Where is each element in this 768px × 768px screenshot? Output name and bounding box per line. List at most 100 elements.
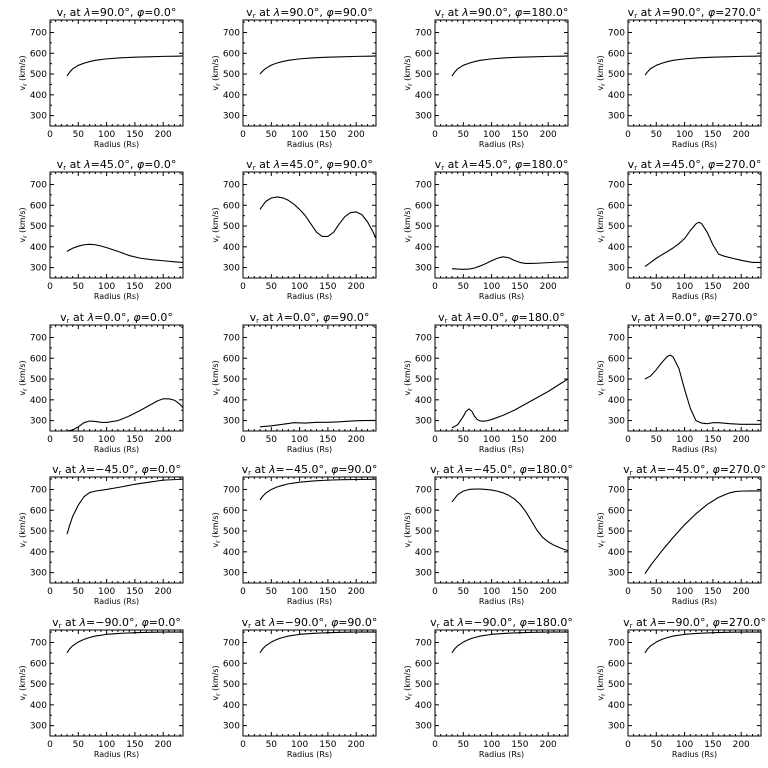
chart-title: vr at λ=0.0°, φ=90.0° bbox=[250, 311, 370, 325]
x-axis-label: Radius (Rs) bbox=[287, 292, 332, 301]
x-tick-label: 150 bbox=[319, 282, 336, 292]
chart-panel-3: vr at λ=90.0°, φ=180.0° 0 50 100 150 200 300 40… bbox=[403, 6, 569, 149]
x-tick-label: 200 bbox=[540, 435, 557, 445]
x-tick-label: 200 bbox=[155, 740, 172, 750]
y-tick-label: 400 bbox=[415, 701, 432, 711]
y-tick-label: 300 bbox=[30, 112, 47, 122]
y-tick-label: 500 bbox=[608, 375, 625, 385]
y-axis-label: vr (km/s) bbox=[211, 665, 222, 700]
y-tick-label: 600 bbox=[223, 354, 240, 364]
y-axis-label: vr (km/s) bbox=[403, 207, 414, 242]
y-tick-label: 600 bbox=[415, 506, 432, 516]
x-axis-label: Radius (Rs) bbox=[287, 140, 332, 149]
x-tick-label: 200 bbox=[733, 282, 750, 292]
chart-panel-5: vr at λ=45.0°, φ=0.0° 0 50 100 150 200 300 400 5… bbox=[18, 158, 184, 301]
x-axis-label: Radius (Rs) bbox=[672, 750, 717, 759]
y-tick-label: 500 bbox=[30, 70, 47, 80]
y-tick-label: 500 bbox=[415, 222, 432, 232]
y-axis-label: vr (km/s) bbox=[596, 207, 607, 242]
chart-panel-6: vr at λ=45.0°, φ=90.0° 0 50 100 150 200 300 400… bbox=[211, 158, 377, 301]
x-tick-label: 0 bbox=[432, 587, 438, 597]
x-tick-label: 150 bbox=[126, 740, 143, 750]
x-tick-label: 0 bbox=[625, 282, 631, 292]
y-tick-label: 500 bbox=[223, 222, 240, 232]
x-axis-label: Radius (Rs) bbox=[287, 445, 332, 454]
series-line bbox=[66, 478, 183, 535]
x-tick-label: 50 bbox=[651, 740, 663, 750]
series-line bbox=[259, 55, 376, 75]
x-tick-label: 0 bbox=[432, 435, 438, 445]
chart-title: vr at λ=−45.0°, φ=90.0° bbox=[242, 463, 378, 477]
y-axis-label: vr (km/s) bbox=[18, 207, 29, 242]
x-axis-label: Radius (Rs) bbox=[94, 292, 139, 301]
y-tick-label: 400 bbox=[223, 243, 240, 253]
x-tick-label: 150 bbox=[511, 282, 528, 292]
y-tick-label: 300 bbox=[30, 722, 47, 732]
chart-panel-11: vr at λ=0.0°, φ=180.0° 0 50 100 150 200 300 400… bbox=[403, 311, 569, 454]
y-tick-label: 600 bbox=[608, 659, 625, 669]
x-tick-label: 150 bbox=[126, 130, 143, 140]
x-axis-label: Radius (Rs) bbox=[94, 750, 139, 759]
x-tick-label: 50 bbox=[458, 587, 470, 597]
x-tick-label: 150 bbox=[511, 740, 528, 750]
chart-panel-4: vr at λ=90.0°, φ=270.0° 0 50 100 150 200 300 40… bbox=[596, 6, 762, 149]
x-tick-label: 0 bbox=[625, 435, 631, 445]
x-tick-label: 100 bbox=[676, 130, 693, 140]
x-tick-label: 50 bbox=[651, 435, 663, 445]
x-axis-label: Radius (Rs) bbox=[479, 292, 524, 301]
x-tick-label: 50 bbox=[651, 282, 663, 292]
x-tick-label: 100 bbox=[483, 587, 500, 597]
x-tick-label: 100 bbox=[98, 587, 115, 597]
plot-frame bbox=[627, 476, 762, 584]
x-tick-label: 200 bbox=[540, 740, 557, 750]
y-axis-label: vr (km/s) bbox=[211, 512, 222, 547]
x-axis-label: Radius (Rs) bbox=[479, 140, 524, 149]
chart-panel-7: vr at λ=45.0°, φ=180.0° 0 50 100 150 200 300 40… bbox=[403, 158, 569, 301]
x-tick-label: 50 bbox=[458, 130, 470, 140]
y-tick-label: 700 bbox=[223, 180, 240, 190]
x-tick-label: 200 bbox=[155, 587, 172, 597]
y-tick-label: 700 bbox=[223, 333, 240, 343]
y-tick-label: 700 bbox=[223, 28, 240, 38]
y-tick-label: 600 bbox=[30, 659, 47, 669]
series-line bbox=[644, 354, 761, 425]
y-tick-label: 600 bbox=[223, 659, 240, 669]
x-tick-label: 0 bbox=[625, 130, 631, 140]
y-tick-label: 500 bbox=[30, 680, 47, 690]
chart-panel-1: vr at λ=90.0°, φ=0.0° 0 50 100 150 200 300 400 5… bbox=[18, 6, 184, 149]
y-axis-label: vr (km/s) bbox=[403, 665, 414, 700]
y-tick-label: 400 bbox=[608, 701, 625, 711]
x-tick-label: 100 bbox=[291, 282, 308, 292]
y-axis-label: vr (km/s) bbox=[596, 55, 607, 90]
x-tick-label: 0 bbox=[47, 282, 53, 292]
x-tick-label: 0 bbox=[432, 740, 438, 750]
y-tick-label: 400 bbox=[30, 91, 47, 101]
x-tick-label: 150 bbox=[511, 130, 528, 140]
x-tick-label: 0 bbox=[432, 130, 438, 140]
plot-frame bbox=[49, 171, 184, 279]
plot-frame bbox=[434, 324, 569, 432]
chart-title: vr at λ=−90.0°, φ=0.0° bbox=[52, 616, 181, 630]
y-axis-label: vr (km/s) bbox=[403, 55, 414, 90]
y-tick-label: 500 bbox=[608, 70, 625, 80]
y-tick-label: 400 bbox=[415, 91, 432, 101]
x-tick-label: 100 bbox=[98, 130, 115, 140]
y-tick-label: 400 bbox=[608, 396, 625, 406]
x-tick-label: 150 bbox=[126, 282, 143, 292]
chart-panel-16: vr at λ=−45.0°, φ=270.0° 0 50 100 150 200 300 4… bbox=[596, 463, 766, 606]
x-tick-label: 50 bbox=[458, 282, 470, 292]
chart-title: vr at λ=90.0°, φ=180.0° bbox=[435, 6, 569, 20]
y-tick-label: 300 bbox=[415, 264, 432, 274]
y-axis-label: vr (km/s) bbox=[211, 207, 222, 242]
y-tick-label: 700 bbox=[30, 28, 47, 38]
x-tick-label: 200 bbox=[348, 740, 365, 750]
y-tick-label: 400 bbox=[415, 243, 432, 253]
chart-title: vr at λ=−45.0°, φ=270.0° bbox=[623, 463, 766, 477]
x-tick-label: 0 bbox=[240, 130, 246, 140]
y-tick-label: 700 bbox=[608, 638, 625, 648]
x-tick-label: 100 bbox=[483, 282, 500, 292]
y-tick-label: 500 bbox=[608, 680, 625, 690]
y-tick-label: 500 bbox=[415, 70, 432, 80]
x-tick-label: 200 bbox=[540, 130, 557, 140]
